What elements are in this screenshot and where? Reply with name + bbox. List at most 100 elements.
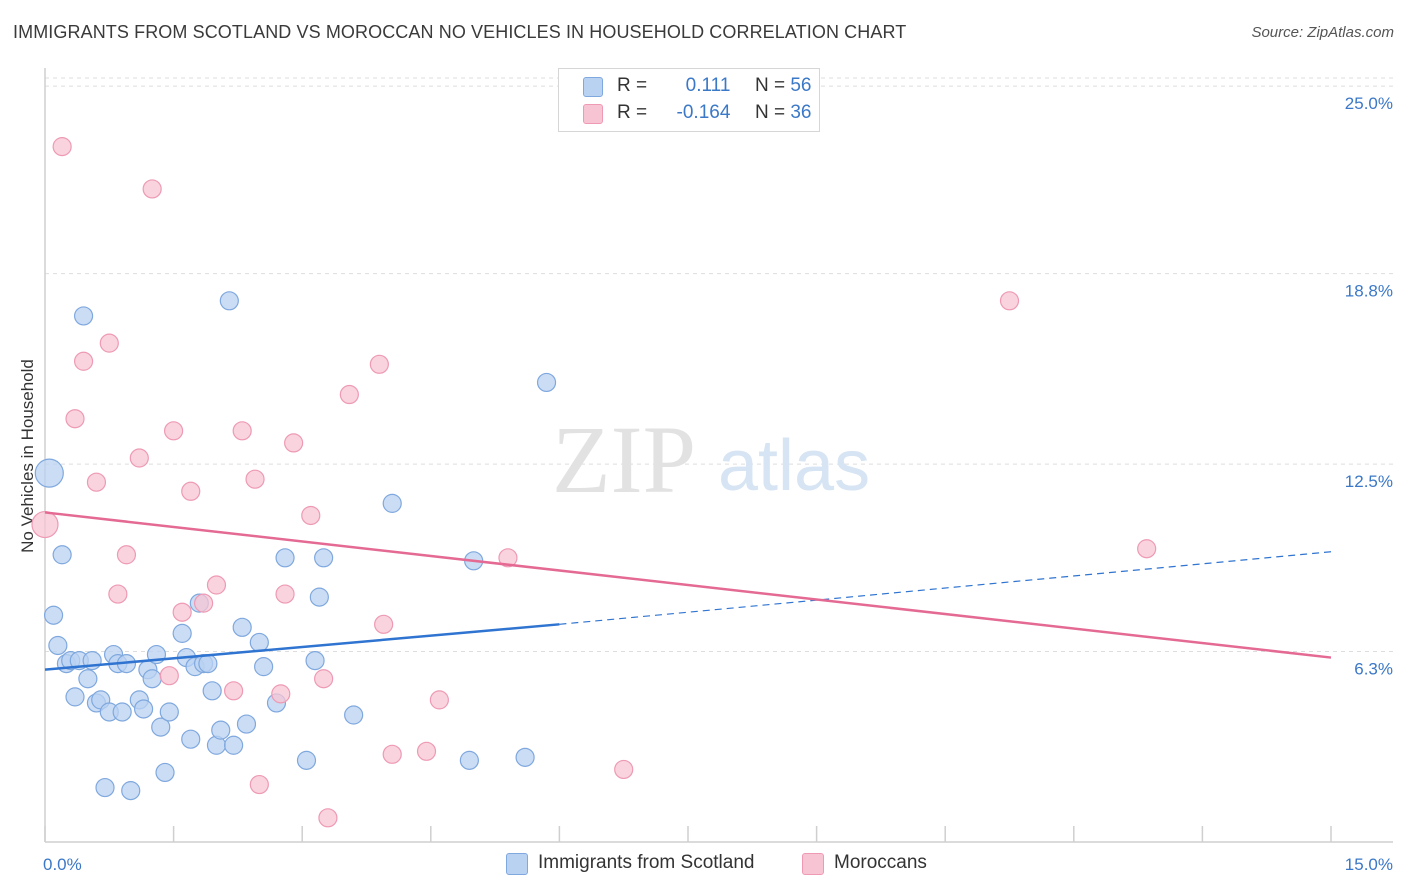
point-moroccans — [369, 354, 389, 374]
point-scotland — [151, 717, 171, 737]
point-moroccans — [249, 774, 269, 795]
point-moroccans — [429, 690, 449, 710]
point-moroccans — [498, 548, 518, 568]
point-scotland — [224, 735, 244, 755]
point-moroccans — [164, 421, 184, 441]
axes — [44, 68, 1393, 843]
point-moroccans — [224, 681, 244, 701]
point-scotland — [515, 747, 535, 767]
x-tick-label: 0.0% — [43, 855, 82, 874]
trend-line-moroccans — [44, 511, 1332, 659]
point-moroccans — [284, 433, 304, 453]
point-moroccans — [181, 481, 201, 501]
point-scotland — [198, 654, 218, 674]
point-scotland — [296, 750, 317, 770]
point-scotland — [219, 291, 239, 311]
point-scotland — [52, 545, 72, 565]
point-scotland — [344, 705, 364, 725]
point-scotland — [155, 762, 175, 783]
point-scotland — [211, 720, 231, 740]
point-moroccans — [314, 669, 334, 689]
point-moroccans — [159, 666, 179, 686]
point-scotland — [78, 669, 98, 689]
point-scotland — [133, 699, 154, 719]
point-scotland — [275, 548, 295, 568]
point-moroccans — [86, 472, 107, 492]
y-tick-label: 25.0% — [1345, 94, 1393, 113]
point-moroccans — [416, 741, 437, 761]
point-scotland — [202, 681, 222, 701]
watermark: ZIP atlas — [552, 406, 870, 513]
point-moroccans — [614, 759, 634, 780]
point-scotland — [73, 306, 94, 326]
point-moroccans — [232, 421, 252, 441]
legend-n-label: N = — [754, 75, 786, 96]
source-label: Source: ZipAtlas.com — [1251, 24, 1394, 41]
legend-swatch-moroccans — [802, 853, 824, 875]
point-moroccans — [206, 575, 227, 595]
data-points — [31, 137, 1157, 828]
legend-r-value: -0.164 — [676, 102, 731, 123]
point-moroccans — [245, 469, 265, 489]
legend-swatch-scotland — [583, 77, 603, 97]
legend-label-moroccans: Moroccans — [834, 852, 927, 873]
point-scotland — [181, 729, 201, 749]
point-scotland — [382, 493, 402, 513]
point-moroccans — [339, 384, 359, 405]
point-scotland — [314, 548, 334, 568]
point-scotland — [536, 372, 557, 393]
y-tick-label: 18.8% — [1345, 282, 1393, 301]
point-moroccans — [172, 602, 192, 622]
chart-title: IMMIGRANTS FROM SCOTLAND VS MOROCCAN NO … — [13, 22, 907, 42]
point-scotland — [459, 750, 479, 770]
point-moroccans — [129, 448, 149, 468]
trend-line-scotland-extended — [559, 551, 1332, 625]
point-scotland — [43, 605, 64, 625]
point-scotland — [65, 687, 85, 707]
trend-line-scotland — [44, 623, 560, 671]
y-tick-label: 12.5% — [1345, 472, 1393, 491]
point-scotland — [95, 777, 115, 798]
point-moroccans — [108, 584, 128, 604]
legend-swatch-moroccans — [583, 104, 603, 124]
legend-n-value: 36 — [790, 102, 812, 123]
point-moroccans — [318, 808, 338, 828]
point-scotland — [254, 657, 274, 677]
point-scotland — [48, 635, 68, 656]
stats-legend: R = 0.111 N = 56 R = -0.164 N = 36 — [558, 68, 820, 132]
watermark-atlas: atlas — [718, 426, 870, 506]
y-tick-label: 6.3% — [1354, 660, 1393, 679]
point-scotland — [232, 617, 252, 637]
legend-n-label: N = — [754, 102, 786, 123]
point-scotland — [249, 632, 269, 653]
trend-lines — [44, 511, 1332, 671]
point-moroccans — [116, 545, 137, 565]
point-moroccans — [1137, 539, 1157, 559]
point-scotland — [236, 714, 257, 734]
point-scotland — [172, 623, 192, 643]
legend-r-label: R = — [617, 75, 648, 96]
point-scotland — [142, 669, 162, 689]
point-moroccans — [999, 291, 1020, 311]
gridlines — [45, 77, 1393, 653]
legend-swatch-scotland — [506, 853, 528, 875]
point-moroccans — [73, 351, 94, 371]
point-moroccans — [301, 505, 321, 526]
point-moroccans — [99, 333, 119, 353]
point-moroccans — [271, 684, 291, 704]
legend-n-value: 56 — [790, 75, 812, 96]
point-moroccans — [52, 137, 72, 157]
point-moroccans — [374, 614, 394, 634]
legend-r-label: R = — [617, 102, 648, 123]
point-scotland — [305, 650, 325, 671]
tick-labels: 6.3% 12.5% 18.8% 25.0% 0.0% 15.0% — [43, 94, 1393, 874]
point-moroccans — [194, 593, 214, 613]
watermark-zip: ZIP — [552, 406, 696, 513]
legend-r-value: 0.111 — [685, 75, 731, 96]
point-scotland — [34, 458, 64, 488]
point-moroccans — [31, 510, 59, 539]
point-moroccans — [382, 744, 402, 764]
point-moroccans — [142, 179, 162, 199]
point-moroccans — [275, 584, 295, 604]
point-moroccans — [65, 409, 85, 429]
